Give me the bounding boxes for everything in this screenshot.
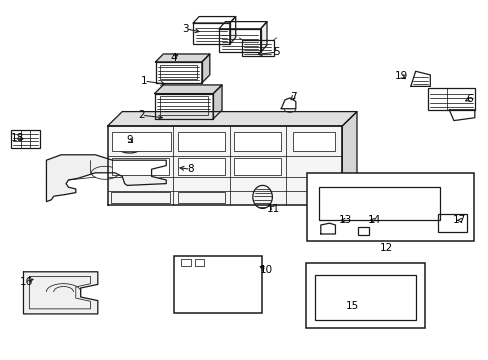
Polygon shape [193, 274, 207, 288]
Polygon shape [219, 22, 266, 29]
Polygon shape [46, 155, 166, 202]
Polygon shape [281, 98, 295, 109]
Bar [242, 40, 273, 56]
Polygon shape [410, 71, 429, 86]
Polygon shape [448, 110, 474, 121]
Polygon shape [318, 178, 324, 184]
Bar [194, 259, 204, 266]
Polygon shape [311, 178, 317, 184]
Bar [315, 275, 415, 320]
Polygon shape [359, 228, 367, 234]
Text: 13: 13 [338, 215, 351, 225]
Polygon shape [221, 286, 233, 297]
Bar [305, 263, 425, 328]
Text: 14: 14 [366, 215, 380, 225]
Polygon shape [107, 112, 356, 126]
Bar [112, 132, 171, 151]
Text: 1: 1 [141, 76, 147, 86]
Polygon shape [193, 17, 235, 23]
Bar [437, 214, 466, 232]
Bar [234, 158, 281, 175]
Bar [292, 132, 335, 151]
Bar [173, 256, 261, 313]
Polygon shape [154, 85, 222, 94]
Bar [358, 227, 368, 235]
Polygon shape [154, 94, 213, 119]
Bar [306, 173, 473, 241]
Polygon shape [325, 269, 332, 275]
Text: 11: 11 [266, 204, 280, 214]
Bar [234, 132, 281, 151]
Polygon shape [202, 54, 209, 83]
Text: 18: 18 [10, 132, 24, 143]
Polygon shape [342, 112, 356, 205]
Bar [319, 187, 439, 220]
Polygon shape [325, 178, 331, 184]
Text: 4: 4 [170, 53, 177, 63]
Text: 19: 19 [393, 71, 407, 81]
Polygon shape [155, 62, 202, 83]
Polygon shape [260, 22, 266, 52]
Bar [427, 88, 474, 110]
Bar [160, 65, 197, 79]
Polygon shape [107, 126, 342, 205]
Text: 9: 9 [126, 135, 133, 145]
Text: 5: 5 [272, 47, 279, 57]
Text: 6: 6 [465, 94, 472, 104]
Polygon shape [215, 281, 239, 302]
Text: 8: 8 [187, 164, 194, 174]
Polygon shape [252, 185, 272, 208]
Bar [178, 132, 224, 151]
Text: 15: 15 [345, 301, 358, 311]
Polygon shape [155, 54, 209, 62]
Polygon shape [192, 299, 203, 310]
Text: 16: 16 [20, 276, 34, 287]
Bar [11, 130, 40, 148]
Polygon shape [316, 269, 323, 275]
Polygon shape [320, 223, 335, 234]
Polygon shape [229, 17, 235, 44]
Text: 12: 12 [379, 243, 392, 253]
Polygon shape [23, 272, 98, 314]
Bar [178, 158, 224, 175]
Polygon shape [91, 166, 119, 179]
Bar [112, 158, 168, 175]
Bar [193, 23, 229, 44]
Text: 7: 7 [289, 92, 296, 102]
Text: 2: 2 [138, 110, 145, 120]
Bar [160, 96, 208, 115]
Bar [181, 259, 190, 266]
Bar [178, 192, 224, 203]
Bar [111, 192, 170, 203]
Polygon shape [213, 85, 222, 119]
Text: 3: 3 [182, 24, 189, 34]
Text: 17: 17 [452, 215, 466, 225]
Polygon shape [186, 268, 214, 293]
Text: 10: 10 [260, 265, 272, 275]
Bar [219, 29, 260, 52]
